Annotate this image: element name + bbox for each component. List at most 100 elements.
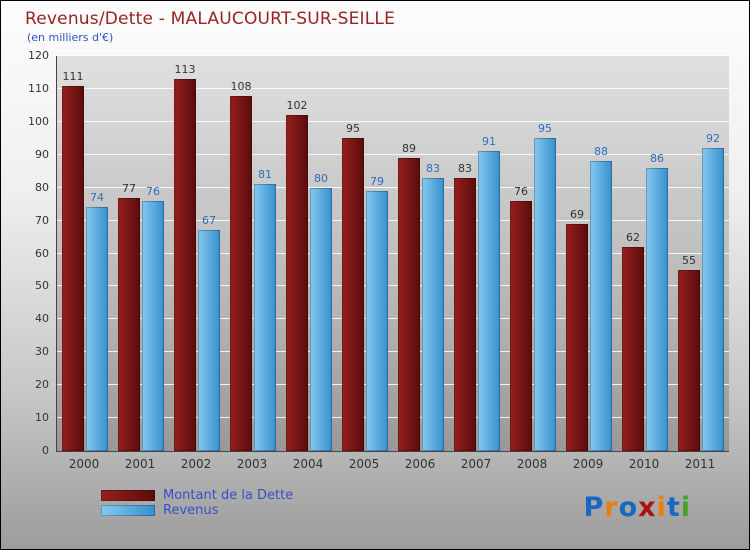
- y-tick-label: 0: [42, 444, 49, 457]
- bar-value-label: 69: [570, 207, 584, 221]
- bar-value-label: 67: [202, 214, 216, 228]
- bar-value-label: 95: [538, 122, 552, 136]
- bar-value-label: 74: [90, 191, 104, 205]
- gridline-110: [57, 87, 729, 89]
- revenus-bar-2007: [478, 151, 500, 451]
- dette-bar-2000: [62, 85, 84, 451]
- legend-swatch: [101, 490, 155, 501]
- logo-letter: r: [604, 492, 619, 523]
- y-tick-label: 120: [28, 49, 49, 62]
- bar-value-label: 102: [286, 99, 308, 113]
- bar-value-label: 113: [174, 63, 196, 77]
- revenus-bar-2002: [198, 230, 220, 451]
- y-tick-label: 20: [35, 378, 49, 392]
- bar-value-label: 95: [346, 122, 360, 136]
- dette-bar-2005: [342, 138, 364, 451]
- bar-value-label: 76: [146, 184, 160, 198]
- dette-bar-2008: [510, 200, 532, 451]
- x-tick-label-2004: 2004: [292, 457, 324, 471]
- bar-value-label: 108: [230, 79, 252, 93]
- x-tick-label-2001: 2001: [124, 457, 156, 471]
- legend-label: Montant de la Dette: [163, 488, 294, 503]
- bar-value-label: 62: [626, 230, 640, 244]
- x-tick-label-2009: 2009: [572, 457, 604, 471]
- y-tick-label: 90: [35, 147, 49, 161]
- x-tick-label-2008: 2008: [516, 457, 548, 471]
- gridline-20: [57, 384, 729, 386]
- bar-value-label: 83: [458, 161, 472, 175]
- y-tick-label: 50: [35, 279, 49, 293]
- x-tick-label-2003: 2003: [236, 457, 268, 471]
- bar-value-label: 77: [122, 181, 136, 195]
- x-tick-label-2010: 2010: [628, 457, 660, 471]
- dette-bar-2002: [174, 79, 196, 451]
- x-tick-label-2011: 2011: [684, 457, 716, 471]
- gridline-30: [57, 351, 729, 353]
- bar-value-label: 89: [402, 142, 416, 156]
- bar-value-label: 86: [650, 151, 664, 165]
- gridline-120: [57, 55, 729, 56]
- x-tick-label-2007: 2007: [460, 457, 492, 471]
- bar-value-label: 76: [514, 184, 528, 198]
- revenus-bar-2003: [254, 184, 276, 451]
- bar-value-label: 55: [682, 253, 696, 267]
- dette-bar-2009: [566, 223, 588, 451]
- logo-letter: i: [656, 492, 667, 523]
- logo-letter: t: [666, 492, 681, 523]
- chart-subtitle: (en milliers d'€): [27, 31, 114, 44]
- gridline-100: [57, 120, 729, 122]
- revenus-bar-2010: [646, 167, 668, 451]
- dette-bar-2006: [398, 158, 420, 451]
- bar-value-label: 91: [482, 135, 496, 149]
- revenus-bar-2004: [310, 187, 332, 451]
- revenus-bar-2006: [422, 177, 444, 451]
- gridline-50: [57, 285, 729, 287]
- dette-bar-2001: [118, 197, 140, 451]
- logo-letter: x: [638, 492, 657, 523]
- gridline-90: [57, 153, 729, 155]
- gridline-60: [57, 252, 729, 254]
- logo-letter: P: [583, 492, 605, 523]
- revenus-bar-2000: [86, 207, 108, 451]
- revenus-bar-2008: [534, 138, 556, 451]
- gridline-10: [57, 417, 729, 419]
- x-tick-label-2000: 2000: [68, 457, 100, 471]
- bar-value-label: 79: [370, 174, 384, 188]
- chart-title: Revenus/Dette - MALAUCOURT-SUR-SEILLE: [25, 9, 396, 29]
- x-tick-label-2005: 2005: [348, 457, 380, 471]
- dette-bar-2004: [286, 115, 308, 451]
- bar-value-label: 80: [314, 171, 328, 185]
- bar-value-label: 88: [594, 145, 608, 159]
- proxiti-logo: Proxiti: [583, 492, 691, 523]
- gridline-80: [57, 186, 729, 188]
- dette-bar-2003: [230, 95, 252, 451]
- dette-bar-2011: [678, 269, 700, 451]
- legend-swatch: [101, 505, 155, 516]
- y-tick-label: 10: [35, 411, 49, 425]
- bar-value-label: 111: [62, 69, 84, 83]
- gridline-70: [57, 219, 729, 221]
- revenus-bar-2009: [590, 161, 612, 451]
- legend-label: Revenus: [163, 503, 219, 518]
- logo-letter: i: [680, 492, 691, 523]
- bar-value-label: 92: [706, 132, 720, 146]
- plot-area: 111 74 77 76 113 67 108 81 102 80 95 79 89 83 83 91 76 95…: [56, 55, 729, 452]
- y-tick-label: 70: [35, 213, 49, 227]
- logo-letter: o: [618, 492, 639, 523]
- bar-value-label: 83: [426, 161, 440, 175]
- gridline-40: [57, 318, 729, 320]
- y-tick-label: 80: [35, 180, 49, 194]
- x-tick-label-2006: 2006: [404, 457, 436, 471]
- revenus-bar-2011: [702, 148, 724, 451]
- dette-bar-2007: [454, 177, 476, 451]
- revenus-bar-2005: [366, 190, 388, 451]
- x-tick-label-2002: 2002: [180, 457, 212, 471]
- y-tick-label: 100: [28, 114, 49, 128]
- y-tick-label: 40: [35, 312, 49, 326]
- dette-bar-2010: [622, 246, 644, 451]
- bar-value-label: 81: [258, 168, 272, 182]
- revenus-bar-2001: [142, 200, 164, 451]
- y-tick-label: 60: [35, 246, 49, 260]
- y-tick-label: 110: [28, 81, 49, 95]
